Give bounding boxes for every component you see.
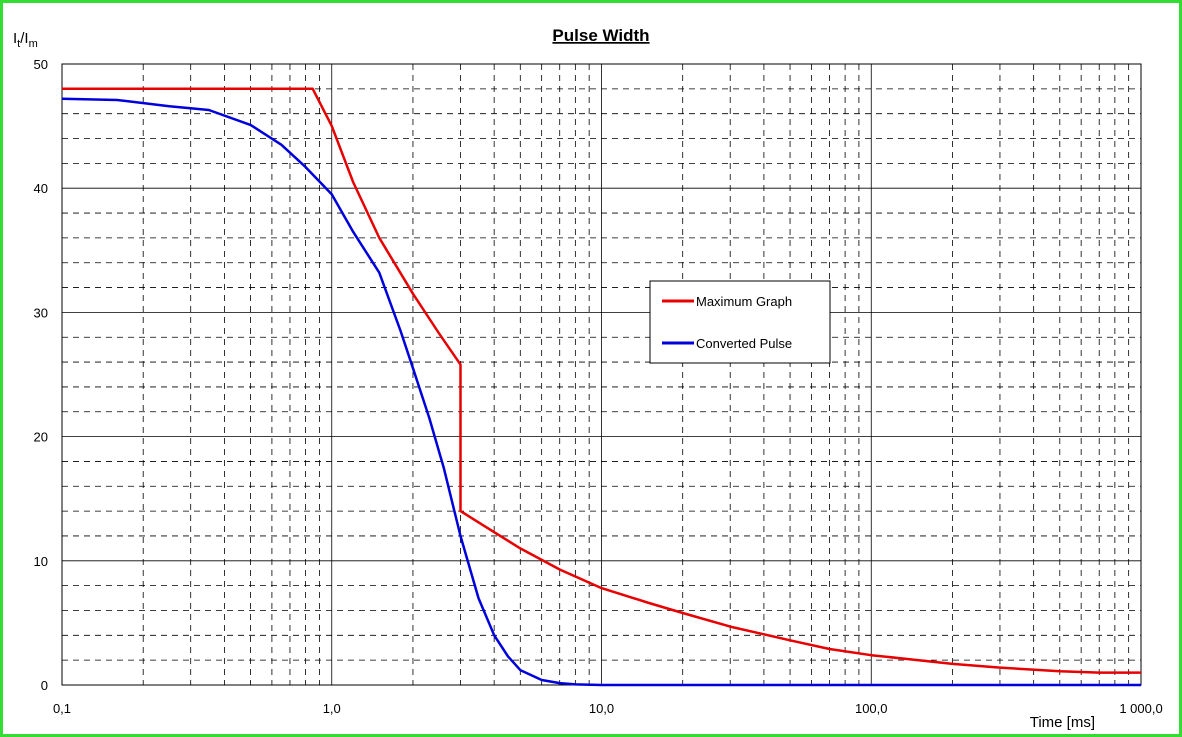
chart-title: Pulse Width (552, 26, 649, 45)
y-tick-label: 20 (34, 430, 48, 445)
y-axis-label-sub2: m (29, 38, 38, 50)
y-tick-labels: 0 10 20 30 40 50 (34, 57, 48, 693)
y-tick-label: 10 (34, 554, 48, 569)
y-tick-label: 50 (34, 57, 48, 72)
major-gridlines (62, 64, 1141, 685)
x-tick-label: 100,0 (855, 701, 888, 716)
y-tick-label: 40 (34, 181, 48, 196)
y-axis-label-slash: /I (20, 30, 28, 47)
x-tick-label: 1 000,0 (1119, 701, 1162, 716)
x-tick-label: 10,0 (589, 701, 614, 716)
y-tick-label: 30 (34, 305, 48, 320)
x-tick-labels: 0,1 1,0 10,0 100,0 1 000,0 (53, 701, 1163, 716)
legend: Maximum Graph Converted Pulse (650, 281, 830, 363)
y-tick-label: 0 (41, 678, 48, 693)
x-tick-label: 1,0 (323, 701, 341, 716)
legend-label-maximum-graph: Maximum Graph (696, 294, 792, 309)
x-tick-label: 0,1 (53, 701, 71, 716)
legend-label-converted-pulse: Converted Pulse (696, 336, 792, 351)
y-axis-label: It/Im (13, 30, 38, 50)
x-axis-label: Time [ms] (1030, 714, 1095, 731)
